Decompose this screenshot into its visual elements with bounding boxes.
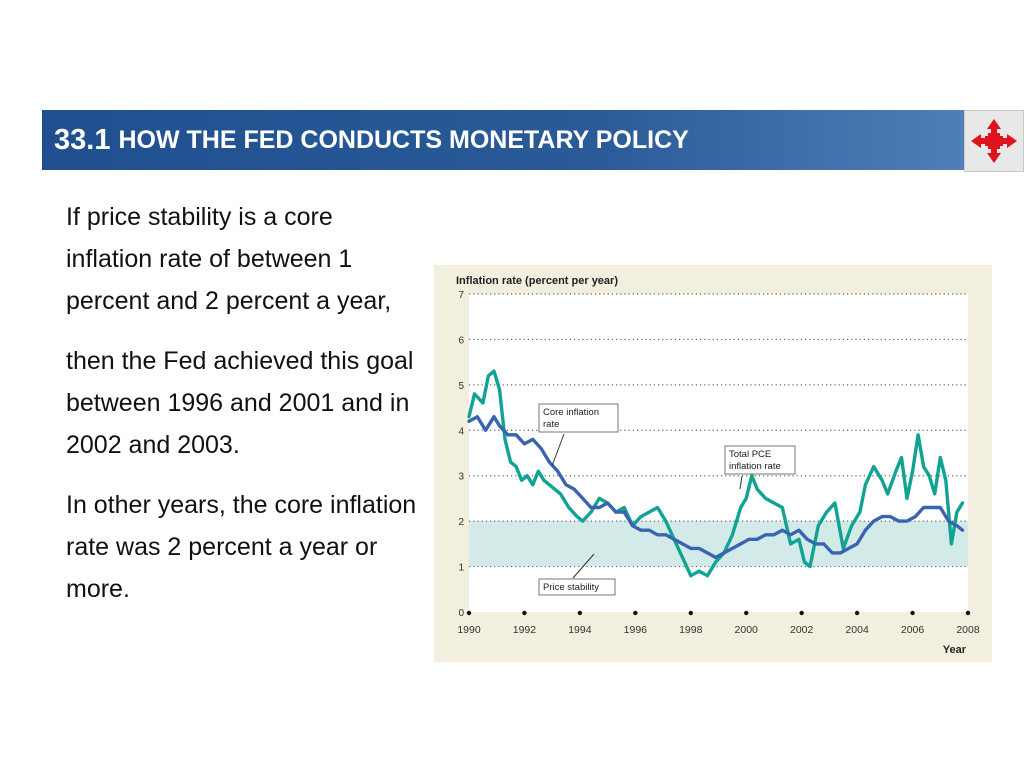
- core-annotation-text: rate: [543, 419, 559, 430]
- y-tick-label: 5: [458, 381, 464, 392]
- y-tick-label: 6: [458, 335, 464, 346]
- x-tick-dot: [522, 610, 527, 616]
- series-line-core: [467, 414, 965, 560]
- x-tick-dot: [466, 610, 472, 616]
- x-tick-label: 1990: [457, 624, 481, 636]
- x-tick-label: 2008: [956, 624, 980, 636]
- total-pce-annotation-leader: [739, 475, 743, 490]
- y-tick-label: 7: [458, 290, 464, 301]
- paragraph-2: then the Fed achieved this goal between …: [66, 347, 414, 459]
- core-annotation-leader: [551, 433, 565, 467]
- inflation-chart-panel: Inflation rate (percent per year) 0 1 2 3 4 5…: [434, 265, 992, 662]
- x-axis-label: Year: [943, 644, 967, 656]
- x-tick-label: 2004: [845, 624, 869, 636]
- series-line-total: [467, 369, 965, 578]
- y-tick-label: 0: [458, 608, 464, 619]
- paragraph-1: If price stability is a core inflation r…: [66, 203, 392, 315]
- x-tick-dot: [744, 610, 749, 616]
- x-tick-label: 2000: [735, 624, 759, 636]
- price-stability-annotation-text: Price stability: [543, 582, 599, 593]
- x-tick-label: 1992: [513, 624, 537, 636]
- x-tick-label: 2002: [790, 624, 814, 636]
- section-title: HOW THE FED CONDUCTS MONETARY POLICY: [118, 125, 689, 154]
- x-tick-dot: [577, 610, 583, 616]
- paragraph-3: In other years, the core inflation rate …: [66, 491, 417, 603]
- navigation-button[interactable]: [964, 110, 1024, 172]
- body-text: If price stability is a core inflation r…: [66, 196, 422, 628]
- x-tick-dot: [854, 610, 860, 616]
- x-tick-label: 1994: [568, 624, 592, 636]
- chart-title: Inflation rate (percent per year): [456, 275, 618, 287]
- title-bar: 33.1 HOW THE FED CONDUCTS MONETARY POLIC…: [42, 110, 964, 170]
- y-tick-label: 2: [458, 517, 464, 528]
- total-pce-annotation-box: [724, 445, 796, 475]
- y-tick-label: 4: [458, 426, 464, 437]
- x-tick-label: 1996: [624, 624, 648, 636]
- core-annotation-text: Core inflation: [543, 407, 599, 418]
- x-tick-dot: [910, 610, 915, 616]
- y-tick-label: 3: [458, 472, 464, 483]
- price-stability-annotation-leader: [572, 553, 595, 579]
- inflation-chart: Inflation rate (percent per year) 0 1 2 3 4 5…: [456, 275, 980, 656]
- section-number: 33.1: [54, 123, 111, 156]
- total-pce-annotation-text: Total PCE: [729, 449, 771, 460]
- red-four-arrow-navigation-icon: [971, 119, 1017, 163]
- x-tick-dot: [965, 610, 971, 616]
- price-stability-annotation-box: [538, 578, 616, 596]
- x-tick-label: 2006: [901, 624, 925, 636]
- x-tick-dot: [688, 610, 693, 616]
- total-pce-annotation-text: inflation rate: [729, 461, 781, 472]
- x-tick-dot: [799, 610, 804, 616]
- x-tick-dot: [633, 610, 638, 616]
- y-tick-label: 1: [458, 563, 464, 574]
- x-tick-label: 1998: [679, 624, 703, 636]
- core-annotation-box: [538, 403, 619, 433]
